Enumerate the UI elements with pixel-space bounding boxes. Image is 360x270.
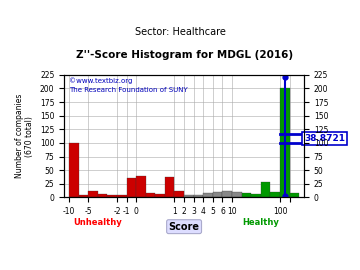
- Bar: [78, 195, 88, 197]
- Bar: [136, 176, 146, 197]
- X-axis label: Score: Score: [168, 222, 199, 232]
- Text: Healthy: Healthy: [242, 218, 279, 227]
- Bar: [184, 195, 194, 197]
- Bar: [261, 182, 270, 197]
- Bar: [126, 178, 136, 197]
- Bar: [270, 192, 280, 197]
- Bar: [222, 191, 232, 197]
- Bar: [232, 192, 242, 197]
- Bar: [280, 88, 289, 197]
- Bar: [155, 194, 165, 197]
- Bar: [88, 191, 98, 197]
- Bar: [213, 192, 222, 197]
- Bar: [69, 143, 78, 197]
- Bar: [98, 194, 107, 197]
- Bar: [146, 193, 155, 197]
- Text: The Research Foundation of SUNY: The Research Foundation of SUNY: [69, 87, 188, 93]
- Text: Unhealthy: Unhealthy: [73, 218, 122, 227]
- Bar: [203, 193, 213, 197]
- Bar: [175, 191, 184, 197]
- Y-axis label: Number of companies
(670 total): Number of companies (670 total): [15, 94, 35, 178]
- Bar: [242, 193, 251, 197]
- Text: 38.8721: 38.8721: [304, 134, 345, 143]
- Bar: [251, 194, 261, 197]
- Bar: [107, 195, 117, 197]
- Bar: [194, 195, 203, 197]
- Text: Sector: Healthcare: Sector: Healthcare: [135, 27, 225, 37]
- Bar: [117, 195, 126, 197]
- Text: ©www.textbiz.org: ©www.textbiz.org: [69, 77, 132, 84]
- Bar: [165, 177, 175, 197]
- Title: Z''-Score Histogram for MDGL (2016): Z''-Score Histogram for MDGL (2016): [76, 50, 293, 60]
- Bar: [289, 193, 299, 197]
